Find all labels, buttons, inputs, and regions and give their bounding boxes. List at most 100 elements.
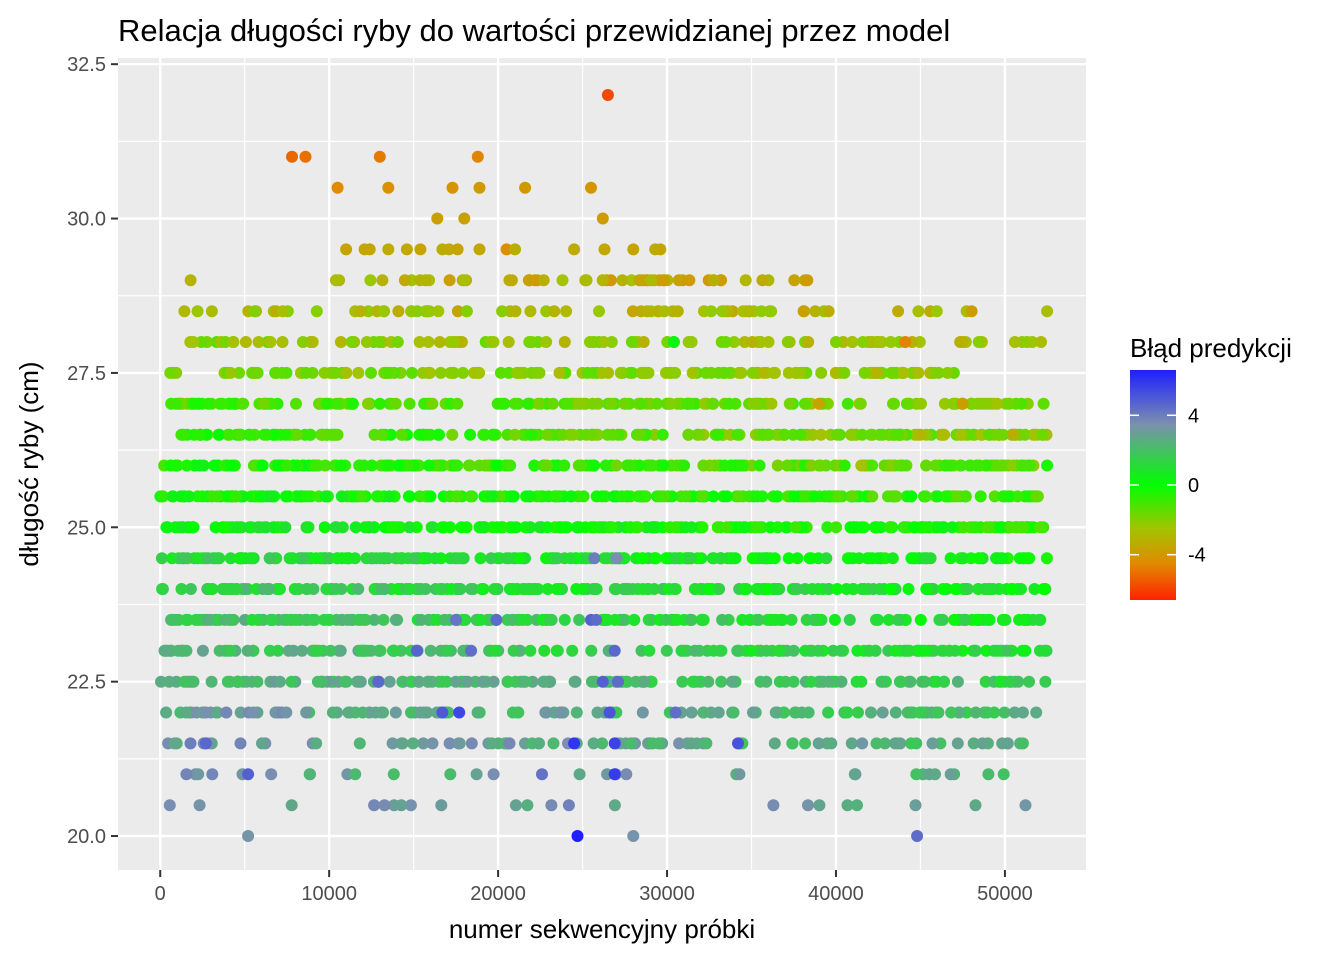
data-point [601, 552, 614, 565]
data-point [318, 521, 331, 534]
data-point [532, 397, 545, 410]
data-point [597, 336, 610, 348]
data-point [354, 305, 367, 318]
data-point [660, 644, 673, 657]
data-point [938, 428, 951, 441]
data-point [959, 613, 972, 626]
data-point [186, 521, 199, 534]
data-point [633, 274, 646, 287]
data-point [511, 706, 524, 719]
data-point [538, 644, 551, 657]
data-point [697, 459, 710, 472]
data-point [603, 706, 616, 719]
y-tick-label: 25.0 [67, 517, 106, 539]
data-point [673, 737, 686, 750]
data-point [333, 644, 345, 657]
data-point [377, 552, 390, 565]
data-point [955, 459, 967, 472]
data-point [517, 428, 530, 441]
data-point [907, 552, 920, 565]
data-point [423, 366, 436, 379]
y-axis: 20.0 22.5 25.0 27.5 30.0 32.5 [67, 54, 118, 848]
data-point [731, 644, 744, 657]
data-point [884, 336, 897, 348]
data-point [456, 366, 469, 379]
data-point [464, 490, 477, 503]
data-point [736, 459, 749, 472]
data-point [241, 644, 254, 657]
data-point [941, 366, 954, 379]
data-point [1037, 397, 1050, 410]
data-point [373, 336, 386, 348]
data-point [889, 428, 902, 441]
data-point [443, 274, 456, 287]
data-point [458, 212, 471, 225]
data-point [915, 397, 927, 410]
y-tick-label: 27.5 [67, 363, 106, 385]
data-point [539, 706, 552, 719]
data-point [1019, 428, 1032, 441]
data-point [310, 459, 323, 472]
data-point [460, 305, 473, 318]
data-point [349, 521, 362, 534]
data-point [541, 583, 554, 595]
data-point [1026, 336, 1039, 348]
data-point [530, 366, 543, 379]
data-point [828, 613, 841, 626]
x-tick-label: 30000 [639, 883, 695, 905]
data-point [418, 397, 431, 410]
data-point [234, 552, 246, 565]
data-point [1041, 305, 1054, 318]
data-point [990, 644, 1003, 657]
data-point [383, 490, 396, 503]
data-point [1032, 613, 1045, 626]
data-point [664, 397, 677, 410]
data-point [311, 675, 324, 688]
data-point [669, 366, 682, 379]
data-point [835, 675, 848, 688]
data-point [853, 552, 866, 565]
y-tick-label: 30.0 [67, 209, 106, 231]
data-point [688, 644, 701, 657]
data-point [521, 799, 534, 812]
data-point [205, 305, 218, 318]
x-tick-label: 0 [155, 883, 166, 905]
data-point [1041, 459, 1054, 472]
data-point [279, 428, 292, 441]
data-point [596, 212, 609, 225]
data-point [389, 397, 402, 410]
data-point [510, 521, 523, 534]
data-point [980, 397, 993, 410]
data-point [202, 397, 215, 410]
data-point [544, 613, 557, 626]
data-point [233, 366, 246, 379]
data-point [389, 706, 402, 719]
data-point [424, 428, 437, 441]
data-point [315, 428, 328, 441]
data-point [176, 521, 189, 534]
data-point [869, 644, 882, 657]
data-point [718, 459, 731, 472]
data-point [956, 336, 969, 348]
data-point [641, 305, 653, 318]
data-point [163, 799, 176, 812]
data-point [550, 490, 563, 503]
data-point [260, 521, 273, 534]
data-point [665, 459, 678, 472]
data-point [509, 799, 522, 812]
data-point [947, 397, 960, 410]
data-point [156, 490, 169, 503]
data-point [458, 274, 471, 287]
data-point [596, 675, 609, 688]
data-point [635, 397, 648, 410]
data-point [711, 521, 724, 534]
data-point [588, 583, 601, 595]
data-point [155, 552, 168, 565]
data-point [707, 397, 720, 410]
data-point [573, 613, 586, 626]
data-point [358, 644, 371, 657]
data-point [712, 706, 725, 719]
data-point [891, 613, 904, 626]
data-point [553, 706, 566, 719]
data-point [496, 305, 509, 318]
